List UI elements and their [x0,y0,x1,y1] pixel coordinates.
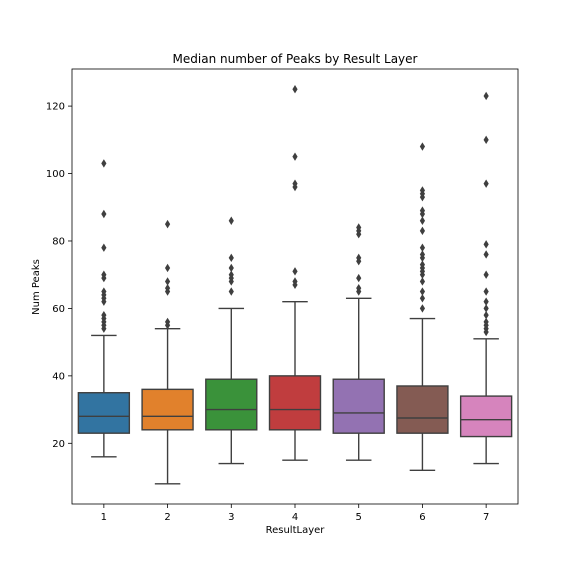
outlier-point [483,135,489,145]
outlier-point [292,85,298,94]
y-tick-label: 120 [46,102,65,113]
outlier-point [356,273,362,283]
outlier-point [419,304,426,313]
outlier-point [228,263,234,273]
x-tick-label: 2 [164,512,170,523]
outlier-point [101,270,107,279]
outlier-point [419,142,426,151]
outlier-point [419,294,426,303]
x-tick-label: 3 [228,512,234,523]
box-5 [332,378,385,434]
outlier-point [228,270,234,279]
box-7 [459,395,513,438]
x-tick-label: 5 [356,512,362,523]
outlier-point [419,243,426,252]
x-tick-label: 7 [483,512,489,523]
y-tick-label: 40 [52,371,65,382]
x-tick-label: 1 [101,512,107,523]
outlier-point [419,226,426,236]
outlier-point [419,260,426,269]
outlier-point [101,209,107,219]
outlier-point [292,277,298,286]
y-tick-label: 60 [52,304,65,315]
x-tick-label: 6 [419,512,425,523]
box-1 [77,392,131,434]
outlier-point [419,277,426,286]
outlier-point [292,152,298,161]
outlier-point [101,287,107,296]
outlier-point [228,287,234,296]
outlier-point [483,317,489,327]
outlier-point [164,219,171,229]
x-tick-label: 4 [292,512,298,523]
plot-area: 20 40 60 80 100 120 1 2 3 4 5 6 7 [46,68,519,523]
outlier-point [164,317,171,327]
outlier-point [419,287,426,296]
outlier-point [228,253,234,263]
outlier-point [419,216,426,225]
outlier-point [101,310,107,320]
outlier-point [419,250,426,259]
outlier-point [483,287,489,296]
outlier-point [419,186,426,195]
x-axis-label: ResultLayer [266,525,326,536]
box-4 [268,375,322,431]
y-axis-label: Num Peaks [31,259,42,315]
outlier-point [419,206,426,215]
outlier-point [483,91,489,101]
y-tick-label: 100 [46,169,65,180]
outlier-point [483,270,489,279]
box-3 [205,378,258,431]
box-6 [396,385,449,434]
outlier-point [483,297,489,306]
outlier-point [164,283,171,293]
outlier-point [164,263,171,273]
outlier-point [101,243,107,252]
outlier-point [483,250,489,259]
outlier-point [164,277,171,286]
outlier-point [356,283,362,293]
chart-title: Median number of Peaks by Result Layer [173,52,418,66]
y-tick-label: 20 [52,439,65,450]
outlier-point [483,179,489,188]
outlier-point [228,216,234,225]
outlier-point [483,304,489,313]
outlier-point [292,179,298,188]
box-2 [141,388,194,431]
outlier-point [101,159,107,168]
y-tick-label: 80 [52,236,65,247]
outlier-point [483,240,489,249]
outlier-point [483,310,489,320]
outlier-point [356,223,362,232]
outlier-point [356,253,362,263]
outlier-point [292,267,298,276]
